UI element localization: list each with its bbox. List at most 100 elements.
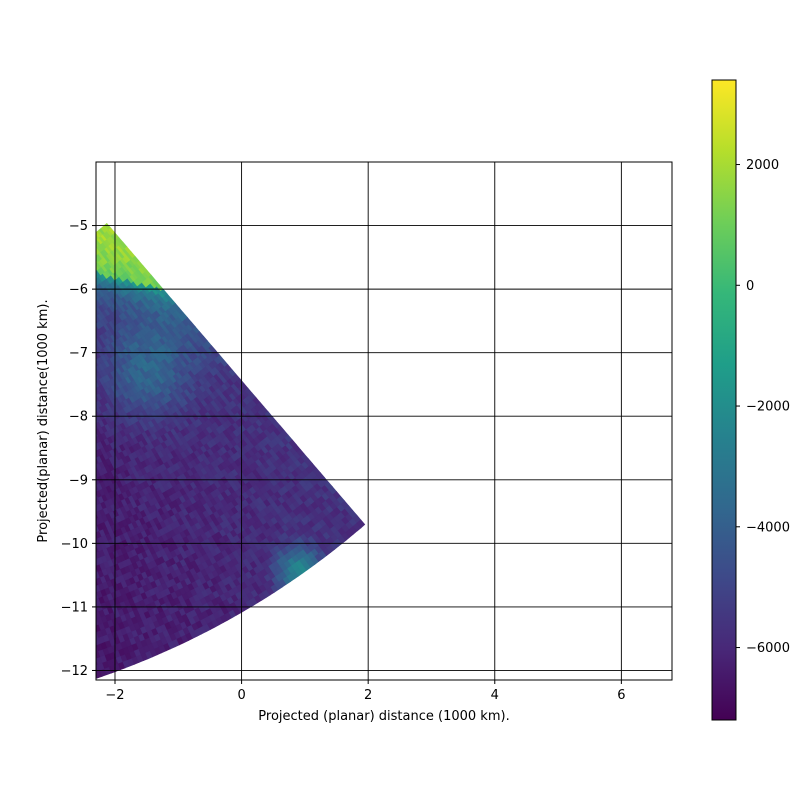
heatmap-cell xyxy=(80,524,86,531)
heatmap-cell xyxy=(26,406,31,413)
heatmap-cell xyxy=(60,350,66,357)
heatmap-cell xyxy=(10,399,15,406)
heatmap-cell xyxy=(18,322,23,329)
heatmap-cell xyxy=(86,427,92,434)
heatmap-cell xyxy=(3,315,8,322)
heatmap-cell xyxy=(76,526,82,533)
heatmap-cell xyxy=(18,514,24,521)
heatmap-cell xyxy=(70,488,76,495)
heatmap-cell xyxy=(2,512,7,519)
heatmap-cell xyxy=(77,458,83,465)
heatmap-cell xyxy=(20,382,25,389)
heatmap-cell xyxy=(72,264,78,271)
heatmap-cell xyxy=(1,434,6,441)
heatmap-cell xyxy=(3,322,8,329)
heatmap-cell xyxy=(28,338,33,345)
heatmap-cell xyxy=(40,604,46,611)
heatmap-cell xyxy=(33,625,39,632)
heatmap-cell xyxy=(66,523,72,530)
heatmap-cell xyxy=(54,560,60,567)
heatmap-cell xyxy=(27,297,32,304)
heatmap-cell xyxy=(76,261,82,268)
heatmap-cell xyxy=(86,615,92,622)
heatmap-cell xyxy=(19,455,24,462)
heatmap-cell xyxy=(62,300,68,307)
heatmap-cell xyxy=(69,266,75,273)
heatmap-cell xyxy=(53,395,59,402)
heatmap-cell xyxy=(81,273,87,280)
heatmap-cell xyxy=(13,371,18,378)
heatmap-cell xyxy=(75,335,81,342)
heatmap-cell xyxy=(89,494,95,501)
heatmap-cell xyxy=(55,514,61,521)
heatmap-cell xyxy=(9,379,14,386)
heatmap-cell xyxy=(5,328,10,335)
heatmap-cell xyxy=(0,350,4,357)
heatmap-cell xyxy=(55,407,61,414)
heatmap-cell xyxy=(18,572,24,579)
heatmap-cell xyxy=(22,434,27,441)
heatmap-cell xyxy=(87,461,93,468)
heatmap-cell xyxy=(31,417,36,424)
heatmap-cell xyxy=(8,600,14,607)
heatmap-cell xyxy=(10,464,15,471)
heatmap-cell xyxy=(12,424,17,431)
heatmap-cell xyxy=(84,569,90,576)
heatmap-cell xyxy=(71,372,77,379)
heatmap-cell xyxy=(23,590,29,597)
heatmap-cell xyxy=(96,373,97,375)
heatmap-cell xyxy=(87,238,93,245)
heatmap-cell xyxy=(89,432,95,439)
heatmap-cell xyxy=(0,410,2,417)
heatmap-cell xyxy=(22,557,28,564)
heatmap-cell xyxy=(89,334,95,341)
heatmap-cell xyxy=(3,329,8,336)
heatmap-cell xyxy=(88,384,94,391)
heatmap-cell xyxy=(59,433,65,440)
heatmap-cell xyxy=(85,270,91,277)
heatmap-cell xyxy=(9,625,15,632)
heatmap-cell xyxy=(16,521,22,528)
heatmap-cell xyxy=(53,428,59,435)
heatmap-cell xyxy=(76,390,82,397)
heatmap-cell xyxy=(2,368,7,375)
heatmap-cell xyxy=(74,263,80,270)
heatmap-cell xyxy=(73,271,79,278)
heatmap-cell xyxy=(68,588,74,595)
heatmap-cell xyxy=(69,251,75,258)
heatmap-cell xyxy=(87,405,93,412)
heatmap-cell xyxy=(85,441,91,448)
heatmap-cell xyxy=(54,353,59,360)
heatmap-cell xyxy=(87,269,93,276)
heatmap-cell xyxy=(58,399,64,406)
heatmap-cell xyxy=(29,536,35,543)
heatmap-cell xyxy=(62,629,68,636)
heatmap-cell xyxy=(0,474,4,481)
heatmap-cell xyxy=(13,450,18,457)
heatmap-cell xyxy=(11,392,16,399)
heatmap-cell xyxy=(57,520,63,527)
heatmap-cell xyxy=(9,484,14,491)
heatmap-cell xyxy=(6,387,11,394)
heatmap-cell xyxy=(74,378,80,385)
heatmap-cell xyxy=(51,375,56,382)
heatmap-cell xyxy=(0,609,2,616)
heatmap-cell xyxy=(0,454,5,461)
heatmap-cell xyxy=(54,574,60,581)
heatmap-cell xyxy=(56,274,62,281)
heatmap-cell xyxy=(0,558,3,565)
heatmap-cell xyxy=(26,372,31,379)
heatmap-cell xyxy=(1,316,6,323)
heatmap-cell xyxy=(4,421,9,428)
heatmap-cell xyxy=(82,380,88,387)
heatmap-cell xyxy=(29,613,35,620)
heatmap-cell xyxy=(54,421,60,428)
heatmap-cell xyxy=(41,591,47,598)
heatmap-cell xyxy=(3,308,8,315)
heatmap-cell xyxy=(38,611,44,618)
heatmap-cell xyxy=(46,287,51,294)
heatmap-cell xyxy=(54,261,59,268)
heatmap-cell xyxy=(12,522,17,529)
heatmap-cell xyxy=(45,266,50,273)
heatmap-cell xyxy=(3,639,9,646)
